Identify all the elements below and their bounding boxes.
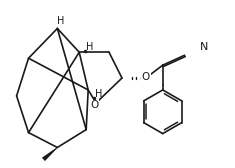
Text: H: H (86, 42, 94, 52)
Text: O: O (90, 100, 98, 110)
Text: N: N (200, 42, 209, 52)
Text: H: H (57, 15, 64, 26)
Polygon shape (42, 147, 58, 161)
Text: H: H (95, 89, 103, 99)
Text: O: O (142, 72, 150, 82)
